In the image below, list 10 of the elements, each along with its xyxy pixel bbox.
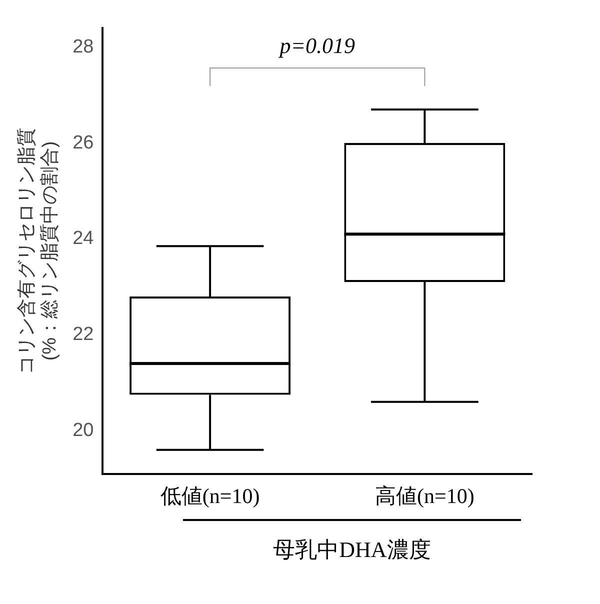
x-tick-label: 低値(n=10) [160,484,260,508]
y-tick-label: 26 [72,132,94,154]
x-axis-title: 母乳中DHA濃度 [272,536,432,564]
y-tick-label: 24 [72,228,94,250]
y-axis-title: コリン含有グリセロリン脂質 (%：総リン脂質中の割合) [16,127,60,374]
y-tick-label: 20 [72,420,94,441]
x-tick-label: 高値(n=10) [375,484,474,508]
y-tick-label: 22 [72,324,94,346]
annotation: p=0.019 [278,32,356,58]
y-tick-label: 28 [72,36,94,58]
